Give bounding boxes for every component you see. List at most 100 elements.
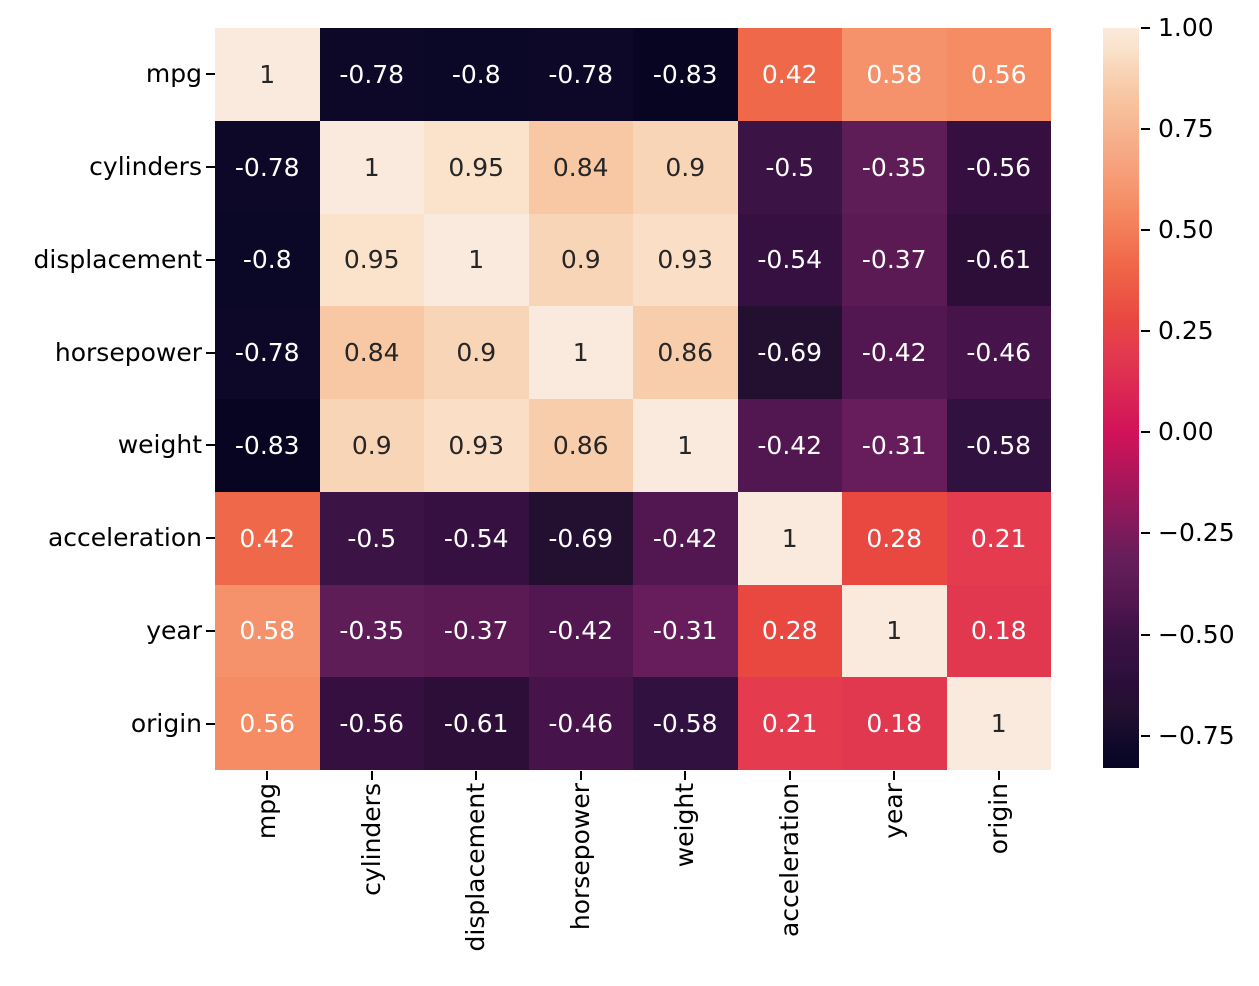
y-tick-mark <box>206 351 215 354</box>
colorbar-tick-mark <box>1141 431 1150 434</box>
heatmap-cell-cylinders-origin: -0.56 <box>946 120 1051 214</box>
cell-value: -0.31 <box>652 616 718 646</box>
heatmap-cell-year-displacement: -0.37 <box>424 584 529 678</box>
cell-value: -0.42 <box>757 430 823 460</box>
cell-value: 0.95 <box>343 245 400 275</box>
heatmap-cell-weight-acceleration: -0.42 <box>737 399 842 492</box>
heatmap-cell-mpg-weight: -0.83 <box>633 28 738 121</box>
heatmap-cell-origin-weight: -0.58 <box>633 677 738 770</box>
cell-value: 0.9 <box>456 338 497 368</box>
heatmap-cell-horsepower-origin: -0.46 <box>946 306 1051 399</box>
colorbar-tick-label-0.25: 0.25 <box>1158 316 1214 346</box>
heatmap-cell-weight-weight: 1 <box>633 399 738 492</box>
heatmap-cell-origin-displacement: -0.61 <box>424 677 529 770</box>
cell-value: 1 <box>468 245 485 275</box>
cell-value: -0.37 <box>861 245 927 275</box>
y-tick-label-horsepower: horsepower <box>54 337 202 367</box>
y-tick-label-year: year <box>146 615 202 645</box>
cell-value: 0.21 <box>970 523 1027 553</box>
heatmap-cell-mpg-horsepower: -0.78 <box>528 28 633 121</box>
cell-value: -0.35 <box>339 616 405 646</box>
heatmap-cell-weight-origin: -0.58 <box>946 399 1051 492</box>
cell-value: -0.5 <box>765 152 815 182</box>
cell-value: 0.93 <box>657 245 714 275</box>
heatmap-cell-cylinders-acceleration: -0.5 <box>737 120 842 214</box>
heatmap-cell-mpg-cylinders: -0.78 <box>319 28 424 121</box>
cell-value: 0.93 <box>448 430 505 460</box>
x-tick-label-origin: origin <box>983 783 1013 855</box>
heatmap-cell-weight-mpg: -0.83 <box>215 399 320 492</box>
heatmap-cell-mpg-mpg: 1 <box>215 28 320 121</box>
colorbar-tick-mark <box>1141 532 1150 535</box>
heatmap-cell-origin-mpg: 0.56 <box>215 677 320 770</box>
colorbar-tick-mark <box>1141 229 1150 232</box>
heatmap-cell-horsepower-horsepower: 1 <box>528 306 633 399</box>
y-tick-mark <box>206 166 215 169</box>
colorbar-tick-mark <box>1141 734 1150 737</box>
x-tick-label-weight: weight <box>670 783 700 868</box>
x-tick-label-acceleration: acceleration <box>774 783 804 938</box>
cell-value: -0.31 <box>861 430 927 460</box>
heatmap-cell-horsepower-weight: 0.86 <box>633 306 738 399</box>
x-tick-label-year: year <box>879 783 909 839</box>
x-tick-mark <box>684 771 687 780</box>
heatmap-cell-year-year: 1 <box>842 584 947 678</box>
heatmap-cell-weight-cylinders: 0.9 <box>319 399 424 492</box>
heatmap-cell-year-weight: -0.31 <box>633 584 738 678</box>
cell-value: -0.61 <box>966 245 1032 275</box>
heatmap-cell-displacement-horsepower: 0.9 <box>528 213 633 307</box>
heatmap-cell-acceleration-weight: -0.42 <box>633 491 738 585</box>
heatmap-cell-weight-horsepower: 0.86 <box>528 399 633 492</box>
heatmap-cell-year-mpg: 0.58 <box>215 584 320 678</box>
y-tick-label-displacement: displacement <box>33 244 202 274</box>
colorbar-tick-label-−0.50: −0.50 <box>1158 619 1235 649</box>
cell-value: -0.54 <box>757 245 823 275</box>
heatmap-cell-displacement-year: -0.37 <box>842 213 947 307</box>
x-tick-mark <box>893 771 896 780</box>
colorbar-tick-mark <box>1141 330 1150 333</box>
heatmap-cell-displacement-weight: 0.93 <box>633 213 738 307</box>
cell-value: -0.54 <box>443 523 509 553</box>
colorbar <box>1103 28 1139 768</box>
heatmap-cell-cylinders-weight: 0.9 <box>633 120 738 214</box>
cell-value: -0.8 <box>451 59 501 89</box>
heatmap-cell-year-origin: 0.18 <box>946 584 1051 678</box>
heatmap-grid: 1 -0.78 -0.8 -0.78 -0.83 0.42 0.58 0.56 -0.78 1 0.… <box>215 28 1051 770</box>
colorbar-tick-mark <box>1141 633 1150 636</box>
cell-value: -0.46 <box>966 338 1032 368</box>
cell-value: 0.95 <box>448 152 505 182</box>
heatmap-cell-horsepower-cylinders: 0.84 <box>319 306 424 399</box>
cell-value: 0.84 <box>343 338 400 368</box>
x-tick-mark <box>370 771 373 780</box>
cell-value: -0.69 <box>757 338 823 368</box>
cell-value: 1 <box>363 152 380 182</box>
cell-value: 0.58 <box>239 616 296 646</box>
colorbar-tick-label-−0.75: −0.75 <box>1158 720 1235 750</box>
heatmap-cell-year-cylinders: -0.35 <box>319 584 424 678</box>
cell-value: -0.61 <box>443 709 509 739</box>
heatmap-cell-year-horsepower: -0.42 <box>528 584 633 678</box>
x-tick-label-cylinders: cylinders <box>356 783 386 896</box>
cell-value: -0.42 <box>652 523 718 553</box>
cell-value: 0.86 <box>552 430 609 460</box>
x-tick-mark <box>266 771 269 780</box>
cell-value: -0.69 <box>548 523 614 553</box>
cell-value: 0.56 <box>970 59 1027 89</box>
x-tick-label-horsepower: horsepower <box>565 783 595 931</box>
heatmap-cell-cylinders-horsepower: 0.84 <box>528 120 633 214</box>
y-tick-mark <box>206 629 215 632</box>
cell-value: 0.9 <box>560 245 601 275</box>
heatmap-cell-horsepower-mpg: -0.78 <box>215 306 320 399</box>
heatmap-cell-horsepower-acceleration: -0.69 <box>737 306 842 399</box>
heatmap-cell-acceleration-origin: 0.21 <box>946 491 1051 585</box>
x-tick-label-displacement: displacement <box>461 783 491 952</box>
heatmap-cell-displacement-acceleration: -0.54 <box>737 213 842 307</box>
heatmap-cell-mpg-displacement: -0.8 <box>424 28 529 121</box>
cell-value: 0.18 <box>866 709 923 739</box>
y-tick-mark <box>206 722 215 725</box>
heatmap-cell-origin-origin: 1 <box>946 677 1051 770</box>
heatmap-cell-origin-year: 0.18 <box>842 677 947 770</box>
cell-value: 0.84 <box>552 152 609 182</box>
cell-value: 0.9 <box>351 430 392 460</box>
